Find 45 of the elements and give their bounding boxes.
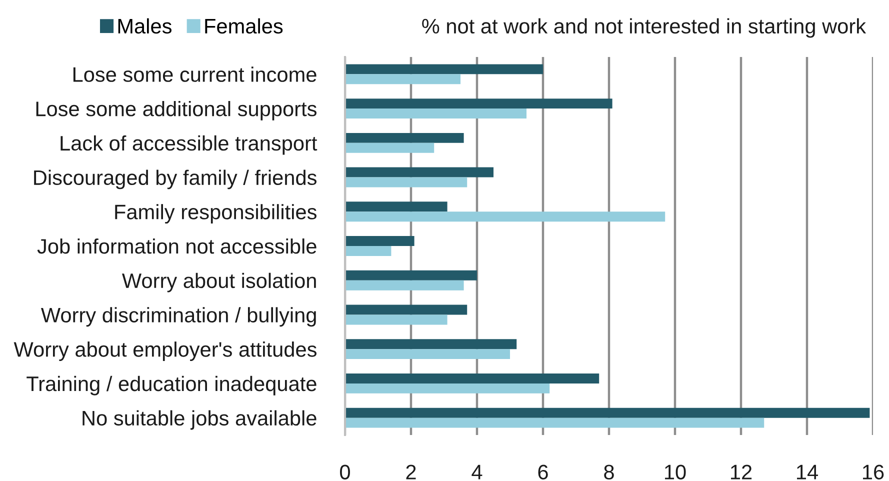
bar — [345, 142, 434, 153]
y-tick-label: No suitable jobs available — [82, 410, 316, 430]
bar — [345, 132, 464, 143]
bar — [345, 339, 517, 350]
y-tick-label: Worry about employer's attitudes — [14, 342, 316, 361]
x-tick-label: 6 — [538, 464, 548, 480]
bar — [345, 64, 543, 74]
bar — [345, 408, 870, 418]
x-tick-label: 16 — [863, 464, 884, 480]
y-tick-label: Job information not accessible — [37, 238, 316, 254]
bar — [345, 108, 526, 119]
y-tick-label: Lack of accessible transport — [60, 135, 318, 155]
bar — [345, 236, 414, 246]
bar — [345, 373, 600, 384]
bar — [345, 270, 477, 280]
x-tick-label: 0 — [340, 464, 350, 480]
x-tick-label: 12 — [731, 464, 752, 480]
bar — [345, 167, 494, 178]
x-tick-label: 2 — [406, 464, 416, 480]
y-tick-label: Worry about isolation — [122, 272, 316, 292]
y-tick-label: Training / education inadequate — [26, 376, 316, 396]
x-tick-label: 4 — [472, 464, 482, 480]
bar — [345, 74, 460, 84]
bar — [345, 280, 464, 290]
bar — [345, 383, 550, 394]
bar — [345, 304, 468, 315]
y-tick-label: Family responsibilities — [115, 204, 316, 224]
bar — [345, 246, 392, 256]
bar — [345, 418, 764, 428]
bar — [345, 98, 612, 109]
bar — [345, 314, 448, 325]
legend-label: Males — [118, 18, 172, 34]
y-tick-label: Lose some additional supports — [36, 100, 316, 120]
y-tick-label: Worry discrimination / bullying — [40, 307, 316, 327]
x-tick-label: 8 — [604, 464, 614, 480]
x-tick-label: 10 — [665, 464, 686, 480]
bar — [345, 212, 666, 222]
chart-title: % not at work and not interested in starting work — [422, 18, 866, 38]
y-tick-label: Lose some current income — [73, 66, 316, 82]
bar — [345, 177, 468, 188]
legend-label: Females — [205, 18, 283, 34]
bar — [345, 202, 448, 212]
x-tick-label: 14 — [797, 464, 818, 480]
y-tick-label: Discouraged by family / friends — [34, 170, 316, 190]
bar — [345, 349, 510, 360]
